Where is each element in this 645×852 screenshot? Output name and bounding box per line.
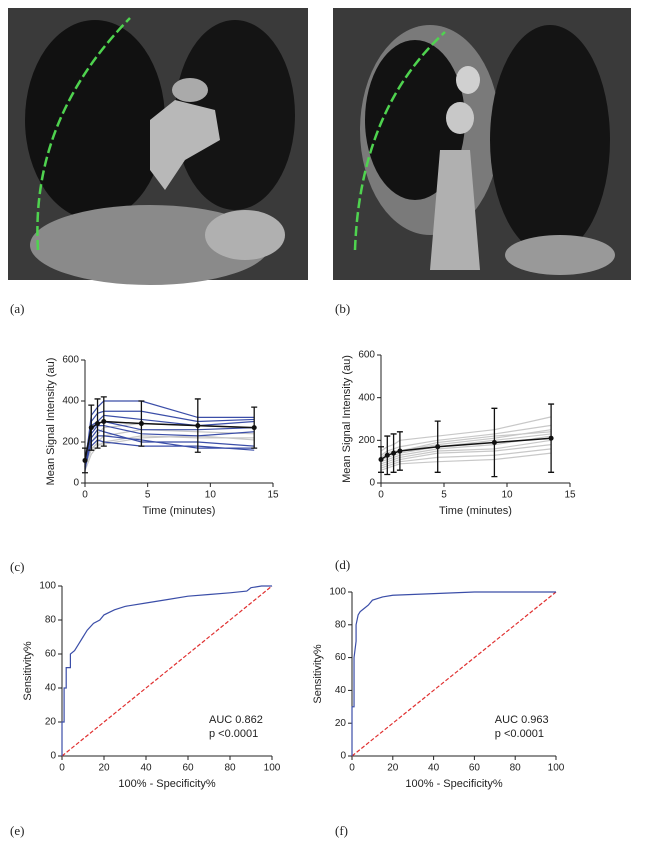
- y-tick-label: 100: [39, 581, 56, 592]
- y-tick-label: 0: [50, 751, 56, 762]
- marker: [82, 457, 88, 463]
- panel-label: (c): [10, 559, 24, 574]
- marker: [378, 457, 384, 463]
- x-tick-label: 40: [140, 763, 152, 774]
- y-tick-label: 0: [73, 478, 79, 489]
- x-tick-label: 100: [548, 763, 565, 774]
- y-tick-label: 100: [329, 587, 346, 598]
- x-tick-label: 0: [59, 763, 65, 774]
- x-tick-label: 20: [387, 763, 399, 774]
- y-tick-label: 80: [335, 619, 347, 630]
- x-tick-label: 40: [428, 763, 440, 774]
- y-tick-label: 400: [62, 396, 79, 407]
- series-line: [380, 444, 552, 467]
- y-tick-label: 40: [45, 683, 57, 694]
- y-tick-label: 60: [335, 652, 347, 663]
- x-tick-label: 10: [501, 490, 513, 501]
- marker: [95, 421, 101, 427]
- series-line: [61, 585, 273, 757]
- x-axis-title: Time (minutes): [439, 505, 512, 517]
- x-tick-label: 5: [441, 490, 447, 501]
- x-tick-label: 0: [349, 763, 355, 774]
- annotation: AUC 0.862: [209, 714, 263, 726]
- x-tick-label: 10: [205, 490, 217, 501]
- x-tick-label: 80: [224, 763, 236, 774]
- series-line: [351, 591, 556, 756]
- x-tick-label: 60: [469, 763, 481, 774]
- panel-label: (a): [10, 301, 24, 316]
- y-tick-label: 600: [62, 355, 79, 366]
- x-tick-label: 20: [98, 763, 110, 774]
- y-tick-label: 20: [335, 718, 347, 729]
- annotation: p <0.0001: [495, 728, 544, 740]
- x-tick-label: 15: [564, 490, 576, 501]
- y-tick-label: 80: [45, 615, 57, 626]
- x-axis-title: 100% - Specificity%: [118, 778, 215, 790]
- y-axis-title: Mean Signal Intensity (au): [341, 355, 353, 483]
- y-tick-label: 400: [358, 392, 375, 403]
- marker: [435, 444, 441, 450]
- x-tick-label: 60: [182, 763, 194, 774]
- mri-image-b: [333, 8, 631, 280]
- y-tick-label: 200: [62, 437, 79, 448]
- x-tick-label: 0: [378, 490, 384, 501]
- marker: [491, 439, 497, 445]
- annotation: p <0.0001: [209, 728, 258, 740]
- marker: [548, 435, 554, 441]
- y-tick-label: 600: [358, 350, 375, 361]
- x-tick-label: 15: [267, 490, 279, 501]
- series-line: [84, 435, 255, 471]
- series-line: [351, 591, 557, 757]
- panel-label: (d): [335, 557, 350, 572]
- marker: [391, 450, 397, 456]
- marker: [397, 448, 403, 454]
- panel-label: (e): [10, 823, 24, 838]
- series-line: [84, 425, 255, 465]
- y-axis-title: Sensitivity%: [22, 641, 34, 701]
- y-tick-label: 60: [45, 649, 57, 660]
- x-tick-label: 5: [145, 490, 151, 501]
- panel-label: (b): [335, 301, 350, 316]
- y-axis-title: Sensitivity%: [312, 644, 324, 704]
- panel-label: (f): [335, 823, 348, 838]
- x-tick-label: 100: [264, 763, 281, 774]
- y-tick-label: 20: [45, 717, 57, 728]
- marker: [195, 423, 201, 429]
- y-tick-label: 0: [340, 751, 346, 762]
- x-tick-label: 80: [510, 763, 522, 774]
- marker: [88, 425, 94, 431]
- y-axis-title: Mean Signal Intensity (au): [45, 358, 57, 486]
- x-axis-title: 100% - Specificity%: [405, 778, 502, 790]
- marker: [251, 425, 257, 431]
- annotation: AUC 0.963: [495, 714, 549, 726]
- series-line: [84, 435, 255, 465]
- x-tick-label: 0: [82, 490, 88, 501]
- x-axis-title: Time (minutes): [143, 505, 216, 517]
- y-tick-label: 0: [369, 478, 375, 489]
- mri-image-a: [8, 8, 308, 285]
- series-line: [61, 585, 272, 756]
- marker: [138, 421, 144, 427]
- marker: [384, 452, 390, 458]
- y-tick-label: 200: [358, 435, 375, 446]
- y-tick-label: 40: [335, 685, 347, 696]
- marker: [101, 419, 107, 424]
